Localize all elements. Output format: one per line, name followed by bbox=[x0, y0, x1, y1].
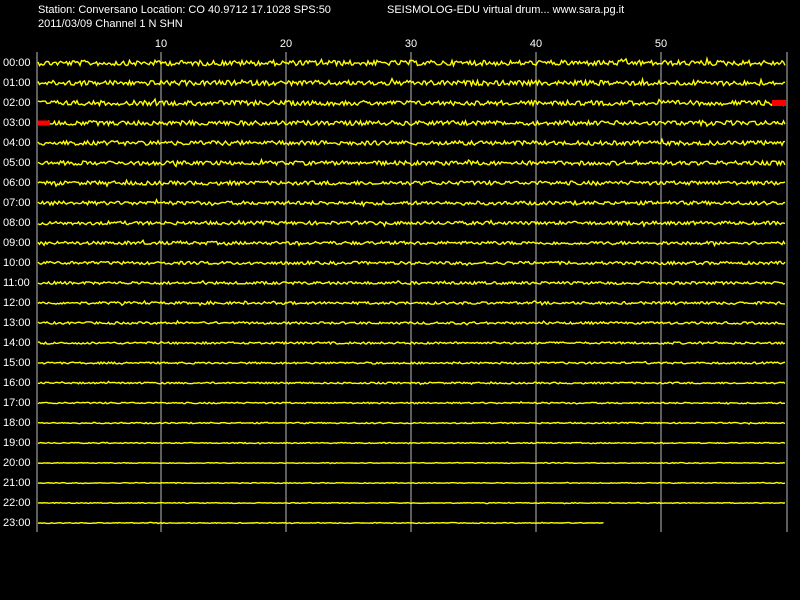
x-tick-label: 10 bbox=[155, 38, 167, 50]
chart-title: Station: Conversano Location: CO 40.9712… bbox=[38, 4, 331, 16]
row-label: 21:00 bbox=[3, 477, 31, 489]
trace bbox=[37, 319, 786, 326]
x-tick-label: 40 bbox=[530, 38, 542, 50]
row-label: 01:00 bbox=[3, 77, 31, 89]
trace bbox=[37, 421, 786, 426]
row-label: 05:00 bbox=[3, 157, 31, 169]
row-label: 13:00 bbox=[3, 317, 31, 329]
trace bbox=[37, 178, 786, 188]
trace bbox=[37, 97, 786, 108]
trace bbox=[38, 501, 786, 505]
row-label: 08:00 bbox=[3, 217, 31, 229]
row-label: 15:00 bbox=[3, 357, 31, 369]
trace bbox=[37, 521, 604, 525]
row-label: 07:00 bbox=[3, 197, 31, 209]
trace bbox=[37, 299, 786, 307]
banner: SEISMOLOG-EDU virtual drum... www.sara.p… bbox=[387, 4, 624, 16]
event-marker bbox=[38, 120, 50, 126]
x-tick-label: 30 bbox=[405, 38, 417, 50]
trace bbox=[37, 461, 786, 465]
trace bbox=[37, 198, 786, 208]
x-tick-label: 50 bbox=[655, 38, 667, 50]
trace bbox=[37, 259, 786, 267]
row-label: 23:00 bbox=[3, 517, 31, 529]
event-marker bbox=[772, 100, 786, 106]
row-label: 18:00 bbox=[3, 417, 31, 429]
row-label: 09:00 bbox=[3, 237, 31, 249]
trace bbox=[37, 76, 786, 88]
row-label: 17:00 bbox=[3, 397, 31, 409]
row-label: 11:00 bbox=[3, 277, 30, 289]
row-label: 20:00 bbox=[3, 457, 31, 469]
row-label: 10:00 bbox=[3, 257, 31, 269]
trace bbox=[37, 157, 786, 168]
trace bbox=[37, 137, 786, 147]
row-label: 00:00 bbox=[3, 57, 31, 69]
row-label: 03:00 bbox=[3, 117, 31, 129]
row-label: 06:00 bbox=[3, 177, 31, 189]
trace bbox=[37, 400, 786, 406]
trace bbox=[37, 56, 786, 68]
trace bbox=[37, 118, 786, 128]
row-label: 12:00 bbox=[3, 297, 31, 309]
row-label: 04:00 bbox=[3, 137, 31, 149]
trace bbox=[38, 380, 786, 386]
row-label: 22:00 bbox=[3, 497, 31, 509]
x-tick-label: 20 bbox=[280, 38, 292, 50]
trace bbox=[37, 360, 786, 365]
row-label: 14:00 bbox=[3, 337, 31, 349]
trace bbox=[37, 279, 786, 286]
trace bbox=[37, 238, 786, 248]
trace bbox=[37, 219, 786, 228]
row-label: 16:00 bbox=[3, 377, 31, 389]
trace bbox=[37, 340, 786, 346]
trace bbox=[37, 441, 786, 445]
trace bbox=[38, 481, 786, 485]
row-label: 19:00 bbox=[3, 437, 31, 449]
chart-subtitle: 2011/03/09 Channel 1 N SHN bbox=[38, 18, 183, 30]
row-label: 02:00 bbox=[3, 97, 31, 109]
